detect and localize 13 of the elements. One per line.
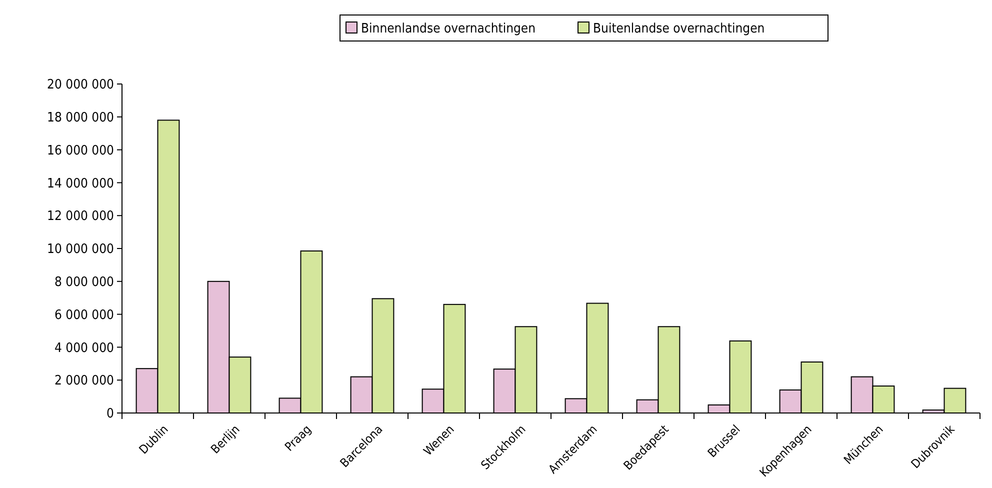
y-tick-label: 20 000 000 xyxy=(47,78,114,93)
y-tick-label: 0 xyxy=(106,406,114,422)
legend-label: Binnenlandse overnachtingen xyxy=(361,22,536,37)
y-tick-label: 16 000 000 xyxy=(47,143,114,158)
y-tick-label: 18 000 000 xyxy=(47,110,114,126)
y-tick-label: 10 000 000 xyxy=(47,242,114,258)
y-tick-label: 8 000 000 xyxy=(54,274,114,290)
y-tick-label: 4 000 000 xyxy=(54,340,114,356)
y-tick-label: 12 000 000 xyxy=(47,209,114,224)
y-tick-label: 2 000 000 xyxy=(54,374,114,389)
y-tick-label: 14 000 000 xyxy=(47,176,114,192)
y-tick-label: 6 000 000 xyxy=(54,308,114,323)
legend-label: Buitenlandse overnachtingen xyxy=(593,22,765,37)
